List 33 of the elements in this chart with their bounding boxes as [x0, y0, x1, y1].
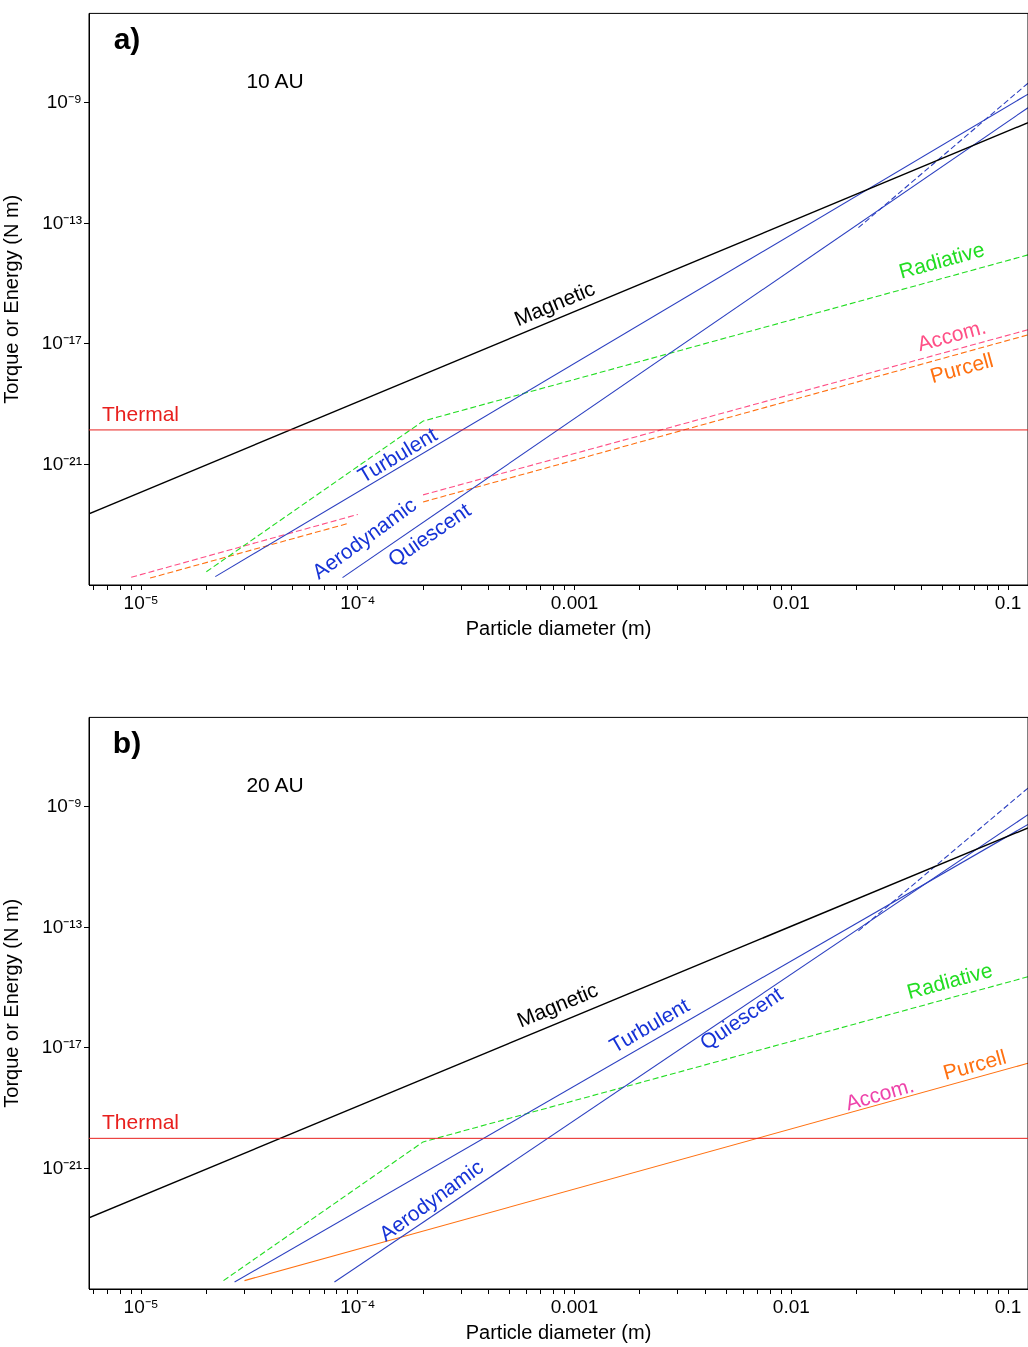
y-axis-title: Torque or Energy (N m): [0, 898, 22, 1108]
x-axis-title: Particle diameter (m): [465, 616, 652, 639]
x-tick-label: 0.01: [772, 1295, 810, 1317]
text: Radiative: [904, 957, 995, 1004]
x-axis-title: Particle diameter (m): [465, 1320, 652, 1343]
x-tick-label: 10⁻⁴: [340, 591, 376, 613]
text: Radiative: [896, 237, 987, 283]
ref-line-label: Thermal: [102, 401, 180, 425]
x-tick-label: 10⁻⁵: [123, 1295, 159, 1317]
x-tick-label: 0.001: [550, 591, 599, 613]
x-tick-label: 10⁻⁴: [340, 1295, 376, 1317]
annotation: b): [112, 725, 142, 759]
x-tick-label: 10⁻⁵: [123, 591, 159, 613]
y-tick-label: 10⁻²¹: [42, 452, 82, 474]
y-axis-title: Torque or Energy (N m): [0, 194, 22, 404]
x-tick-label: 0.1: [994, 591, 1022, 613]
text: Purcell: [927, 347, 996, 388]
y-tick-label: 10⁻¹³: [42, 915, 82, 937]
ref-line-label: Thermal: [102, 1110, 180, 1134]
annotation: 10 AU: [246, 69, 304, 93]
y-tick-label: 10⁻¹⁷: [41, 1036, 83, 1058]
y-tick-label: 10⁻⁹: [46, 91, 82, 113]
x-tick-label: 0.01: [772, 591, 810, 613]
y-tick-label: 10⁻⁹: [46, 795, 82, 817]
annotation: 20 AU: [246, 773, 304, 797]
y-tick-label: 10⁻¹⁷: [41, 332, 83, 354]
annotation: Accom.: [842, 1073, 917, 1115]
y-tick-label: 10⁻²¹: [42, 1156, 82, 1178]
annotation: a): [113, 21, 141, 55]
text: Purcell: [940, 1044, 1009, 1084]
y-tick-label: 10⁻¹³: [42, 211, 82, 233]
x-tick-label: 0.1: [994, 1295, 1022, 1317]
x-tick-label: 0.001: [550, 1295, 599, 1317]
